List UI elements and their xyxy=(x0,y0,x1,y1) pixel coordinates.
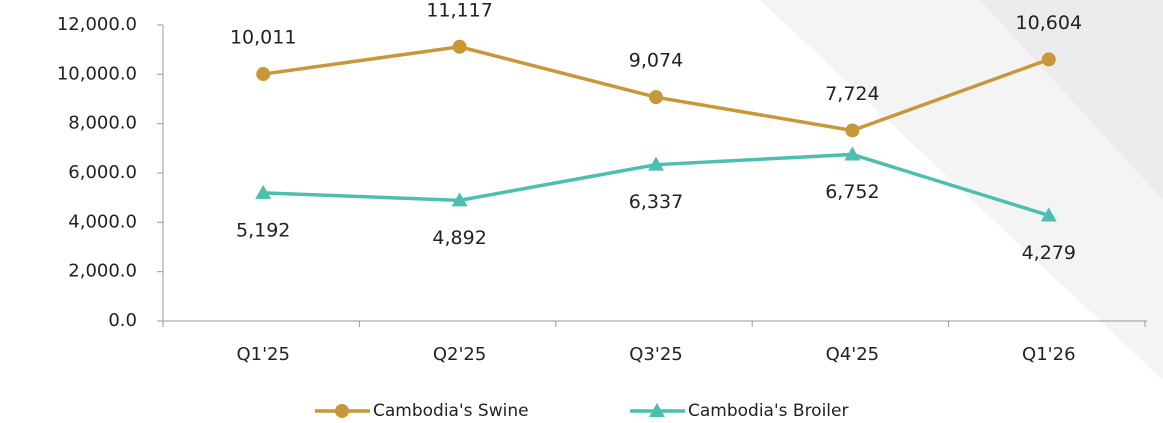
y-tick-label: 10,000.0 xyxy=(57,63,137,84)
data-point xyxy=(1041,52,1056,67)
data-label: 9,074 xyxy=(629,50,683,72)
legend-label: Cambodia's Swine xyxy=(373,401,529,421)
data-point xyxy=(844,146,861,161)
data-point xyxy=(649,90,663,105)
data-label: 10,011 xyxy=(230,27,296,49)
x-tick-label: Q1'26 xyxy=(1022,344,1075,365)
background-decoration xyxy=(980,0,1163,200)
x-tick-label: Q3'25 xyxy=(629,344,682,365)
data-label: 7,724 xyxy=(825,83,879,105)
data-label: 6,752 xyxy=(825,181,879,203)
data-label: 4,892 xyxy=(432,227,486,249)
data-point xyxy=(451,192,468,207)
data-point xyxy=(648,156,664,171)
x-tick-label: Q2'25 xyxy=(433,344,486,365)
data-point xyxy=(1040,207,1057,222)
data-point xyxy=(845,123,860,138)
legend-marker xyxy=(335,404,349,418)
data-point xyxy=(452,39,467,54)
data-label: 11,117 xyxy=(426,0,492,21)
legend-marker xyxy=(649,403,665,417)
data-label: 6,337 xyxy=(629,191,683,213)
legend-label: Cambodia's Broiler xyxy=(688,401,848,421)
y-tick-label: 8,000.0 xyxy=(68,113,137,134)
x-tick-label: Q4'25 xyxy=(826,344,879,365)
data-point xyxy=(256,67,271,82)
y-tick-label: 6,000.0 xyxy=(68,162,137,183)
data-label: 10,604 xyxy=(1016,12,1082,34)
y-tick-label: 12,000.0 xyxy=(57,14,137,35)
data-point xyxy=(255,184,272,199)
data-label: 5,192 xyxy=(236,219,290,241)
y-tick-label: 0.0 xyxy=(108,310,137,331)
y-tick-label: 4,000.0 xyxy=(68,211,137,232)
y-tick-label: 2,000.0 xyxy=(68,261,137,282)
x-tick-label: Q1'25 xyxy=(236,344,289,365)
data-label: 4,279 xyxy=(1022,242,1076,264)
